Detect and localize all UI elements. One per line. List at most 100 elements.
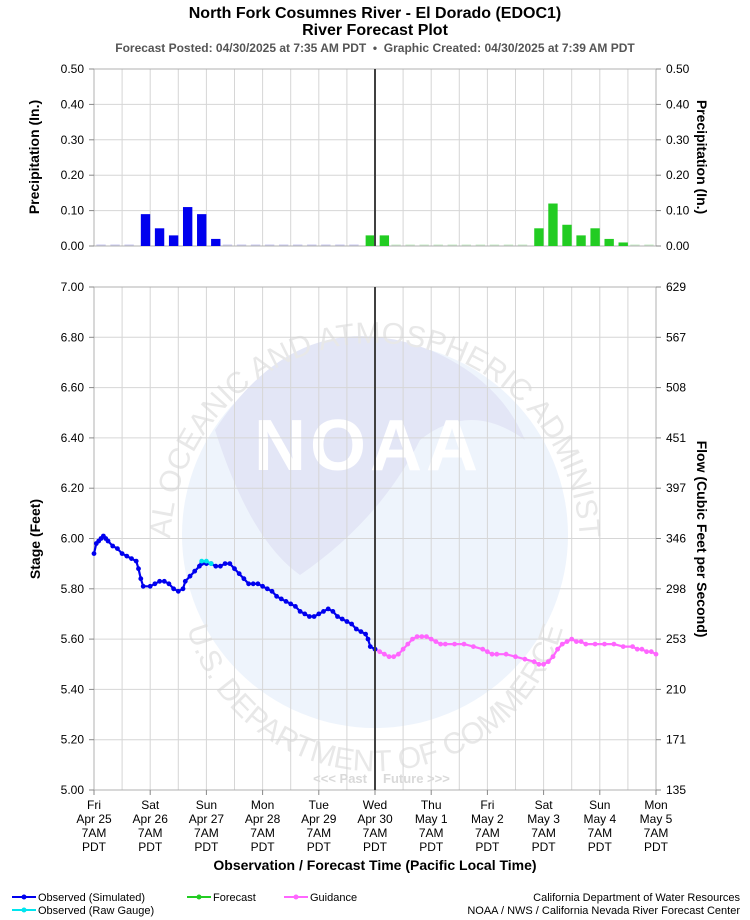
precip-right-tick-label: 0.50 — [666, 62, 690, 76]
series-point-observed-simulated — [293, 604, 298, 609]
series-point-observed-simulated — [297, 609, 303, 614]
series-point-observed-simulated — [166, 581, 172, 587]
x-tick-label: 7AM — [250, 826, 275, 840]
precip-right-tick-label: 0.40 — [666, 97, 690, 111]
legend-item-raw-gauge: Observed (Raw Gauge) — [12, 905, 154, 917]
precip-bar-observed — [182, 207, 193, 246]
series-point-guidance — [471, 644, 476, 649]
series-point-observed-simulated — [365, 636, 371, 642]
series-point-guidance — [461, 641, 467, 647]
series-point-guidance — [648, 649, 654, 655]
series-point-observed-simulated — [241, 576, 247, 582]
precip-left-tick-label: 0.00 — [61, 239, 85, 253]
series-point-guidance — [433, 639, 439, 644]
flow-right-tick-label: 451 — [666, 431, 686, 445]
legend-item-guidance: Guidance — [284, 892, 357, 904]
precipitation-bars — [140, 203, 628, 246]
series-point-observed-simulated — [161, 578, 167, 584]
precip-left-tick-label: 0.30 — [61, 133, 85, 147]
precip-bar-forecast — [590, 228, 600, 246]
x-tick-label: PDT — [251, 840, 276, 854]
x-tick-label: 7AM — [82, 826, 107, 840]
series-point-observed-simulated — [358, 629, 364, 634]
x-tick-label: Fri — [480, 798, 494, 812]
stage-flow-panel: 5.00 5.20 5.40 5.60 5.80 6.00 6.20 6.40 6.60 6.80… — [27, 280, 710, 873]
legend-label-observed-simulated: Observed (Simulated) — [38, 892, 145, 904]
x-tick-label: 7AM — [475, 826, 500, 840]
x-tick-label: PDT — [419, 840, 444, 854]
series-point-observed-simulated — [124, 553, 130, 559]
precipitation-right-ticks: 0.00 0.10 0.20 0.30 0.40 0.50 — [656, 62, 690, 253]
series-point-observed-simulated — [180, 586, 186, 592]
series-point-guidance — [419, 634, 425, 639]
series-point-observed-simulated — [278, 596, 284, 602]
precip-bar-observed — [140, 214, 151, 246]
precipitation-left-ticks: 0.00 0.10 0.20 0.30 0.40 0.50 — [61, 62, 94, 253]
x-tick-label: Mon — [251, 798, 274, 812]
flow-right-tick-label: 135 — [666, 783, 686, 797]
series-point-observed-simulated — [363, 631, 368, 637]
series-point-guidance — [494, 651, 500, 657]
x-tick-label: PDT — [475, 840, 500, 854]
precip-left-tick-label: 0.10 — [61, 204, 85, 218]
series-point-guidance — [634, 646, 640, 652]
legend-item-observed-simulated: Observed (Simulated) — [12, 892, 145, 904]
series-point-guidance — [377, 649, 383, 655]
series-point-observed-simulated — [330, 609, 336, 614]
series-point-guidance — [620, 644, 626, 649]
series-point-guidance — [592, 641, 598, 647]
series-point-guidance — [438, 641, 443, 647]
precip-right-tick-label: 0.20 — [666, 168, 690, 182]
series-point-guidance — [545, 659, 551, 665]
stage-left-tick-label: 6.80 — [61, 330, 85, 344]
series-point-guidance — [452, 641, 457, 647]
series-point-observed-simulated — [119, 551, 125, 556]
legend-label-raw-gauge: Observed (Raw Gauge) — [38, 905, 154, 917]
series-point-guidance — [564, 639, 570, 644]
x-tick-label: Apr 29 — [301, 812, 337, 826]
series-point-guidance — [536, 661, 542, 667]
series-point-observed-simulated — [367, 644, 373, 649]
series-point-guidance — [569, 636, 575, 642]
precip-bar-observed — [211, 238, 221, 246]
flow-right-tick-label: 346 — [666, 532, 686, 546]
series-point-observed-simulated — [344, 619, 350, 624]
x-tick-label: May 1 — [415, 812, 448, 826]
series-point-guidance — [391, 654, 397, 660]
precipitation-left-axis-label: Precipitation (In.) — [26, 100, 42, 214]
series-point-guidance — [555, 646, 560, 652]
x-tick-label: 7AM — [363, 826, 388, 840]
x-tick-label: PDT — [82, 840, 107, 854]
legend-label-guidance: Guidance — [310, 892, 357, 904]
flow-right-ticks: 135 171 210 253 298 346 397 451 508 567 629 — [656, 280, 686, 797]
x-tick-label: Sun — [589, 798, 610, 812]
x-tick-label: 7AM — [138, 826, 163, 840]
precip-bar-forecast — [562, 224, 572, 246]
chart-title-line1: North Fork Cosumnes River - El Dorado (E… — [189, 5, 562, 22]
stage-left-tick-label: 6.60 — [61, 381, 85, 395]
stage-series — [91, 533, 659, 667]
precip-bar-forecast — [576, 235, 586, 246]
series-point-guidance — [485, 649, 490, 655]
x-tick-label: May 3 — [527, 812, 560, 826]
flow-right-tick-label: 629 — [666, 280, 686, 294]
series-point-observed-simulated — [175, 588, 181, 594]
series-point-observed-simulated — [302, 611, 308, 617]
stage-left-tick-label: 5.60 — [61, 632, 85, 646]
flow-right-tick-label: 508 — [666, 381, 686, 395]
series-point-guidance — [513, 654, 518, 660]
series-point-guidance — [386, 654, 392, 660]
series-point-guidance — [531, 659, 537, 665]
series-point-observed-simulated — [353, 626, 359, 632]
precip-bar-forecast — [534, 228, 544, 246]
series-point-observed-simulated — [307, 614, 312, 619]
series-point-observed-simulated — [260, 583, 265, 589]
flow-right-tick-label: 298 — [666, 582, 686, 596]
precipitation-panel: 0.00 0.10 0.20 0.30 0.40 0.50 0.00 0.10 0.20 0.3… — [26, 62, 710, 253]
chart-title-line2: River Forecast Plot — [302, 22, 449, 39]
x-tick-label: Wed — [363, 798, 387, 812]
series-point-guidance — [541, 661, 546, 667]
series-point-observed-simulated — [129, 556, 134, 561]
watermark-logo-text: NOAA — [254, 406, 482, 486]
